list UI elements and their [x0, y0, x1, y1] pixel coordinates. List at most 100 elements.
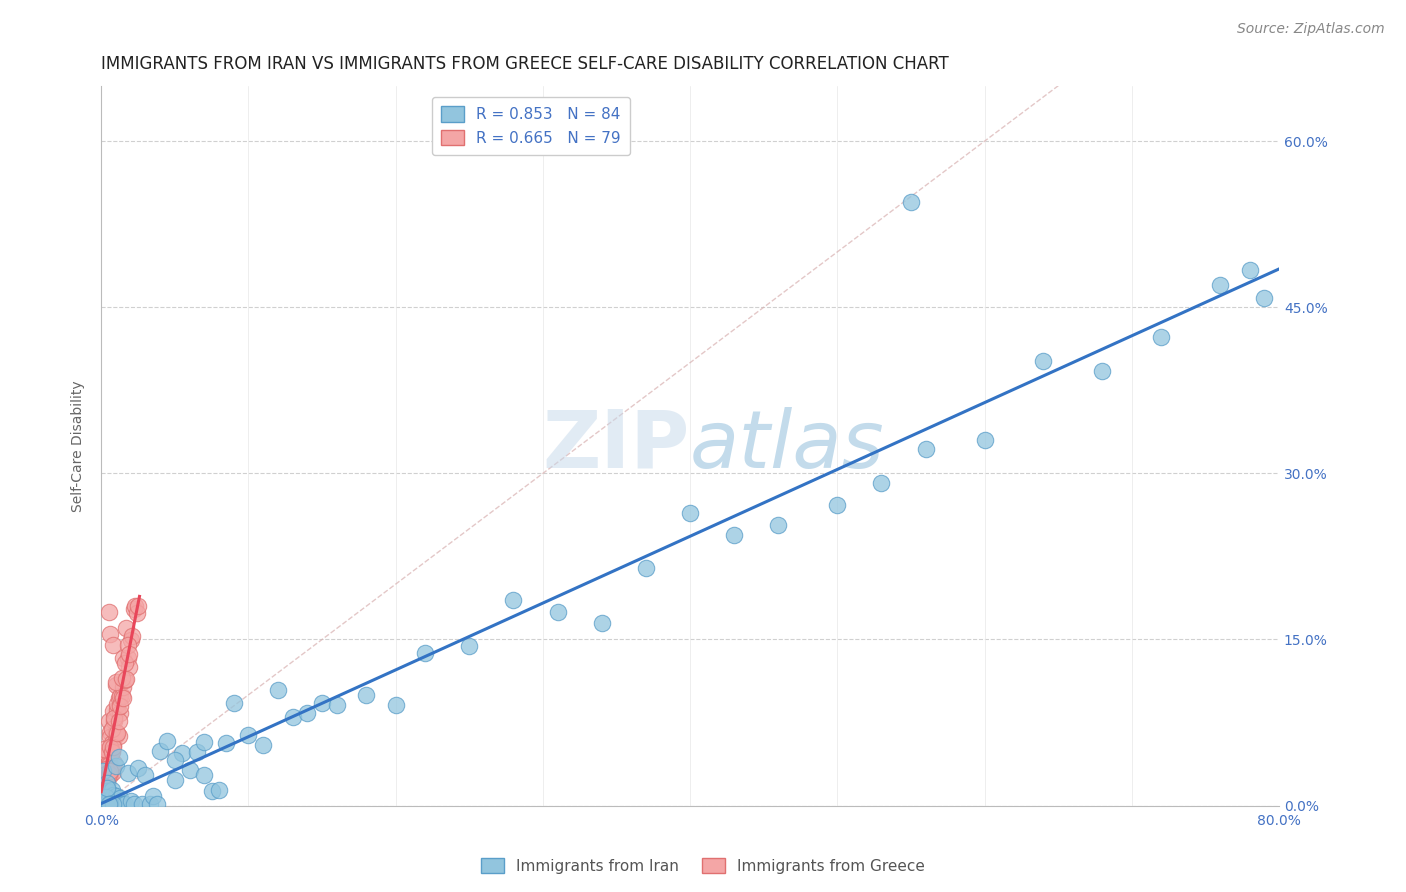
Point	[120, 794, 142, 808]
Point	[103, 711, 125, 725]
Point	[139, 797, 162, 812]
Point	[97, 605, 120, 619]
Point	[900, 195, 922, 210]
Y-axis label: Self-Care Disability: Self-Care Disability	[72, 380, 86, 511]
Point	[384, 698, 406, 712]
Point	[100, 745, 122, 759]
Point	[94, 790, 117, 805]
Point	[101, 797, 124, 812]
Point	[107, 703, 129, 717]
Point	[117, 638, 139, 652]
Point	[1239, 263, 1261, 277]
Point	[110, 706, 132, 720]
Point	[108, 691, 131, 706]
Point	[172, 746, 194, 760]
Point	[110, 689, 132, 703]
Point	[201, 784, 224, 798]
Point	[634, 561, 657, 575]
Point	[98, 797, 121, 812]
Point	[93, 772, 115, 786]
Point	[193, 735, 215, 749]
Point	[252, 738, 274, 752]
Point	[118, 647, 141, 661]
Point	[108, 714, 131, 729]
Point	[96, 775, 118, 789]
Point	[96, 759, 118, 773]
Point	[96, 747, 118, 761]
Point	[101, 638, 124, 652]
Point	[94, 744, 117, 758]
Point	[238, 729, 260, 743]
Point	[101, 738, 124, 752]
Point	[97, 785, 120, 799]
Point	[94, 797, 117, 811]
Point	[94, 766, 117, 780]
Legend: Immigrants from Iran, Immigrants from Greece: Immigrants from Iran, Immigrants from Gr…	[475, 852, 931, 880]
Point	[208, 782, 231, 797]
Point	[107, 797, 129, 812]
Point	[502, 593, 524, 607]
Point	[96, 770, 118, 784]
Legend: R = 0.853   N = 84, R = 0.665   N = 79: R = 0.853 N = 84, R = 0.665 N = 79	[432, 97, 630, 155]
Point	[1091, 364, 1114, 378]
Point	[100, 783, 122, 797]
Point	[112, 681, 135, 695]
Point	[870, 476, 893, 491]
Point	[98, 627, 121, 641]
Point	[104, 759, 127, 773]
Point	[121, 629, 143, 643]
Point	[97, 796, 120, 810]
Point	[104, 674, 127, 689]
Point	[103, 714, 125, 728]
Point	[96, 776, 118, 790]
Point	[115, 672, 138, 686]
Text: IMMIGRANTS FROM IRAN VS IMMIGRANTS FROM GREECE SELF-CARE DISABILITY CORRELATION : IMMIGRANTS FROM IRAN VS IMMIGRANTS FROM …	[101, 55, 949, 73]
Point	[186, 745, 208, 759]
Point	[94, 756, 117, 771]
Point	[96, 784, 118, 798]
Point	[100, 722, 122, 736]
Point	[131, 797, 153, 812]
Point	[142, 789, 165, 804]
Point	[117, 650, 139, 665]
Point	[110, 699, 132, 714]
Point	[222, 696, 245, 710]
Point	[118, 660, 141, 674]
Point	[768, 518, 790, 533]
Point	[98, 768, 121, 782]
Point	[97, 766, 120, 780]
Point	[91, 797, 114, 812]
Point	[723, 527, 745, 541]
Point	[326, 698, 349, 712]
Point	[163, 772, 186, 787]
Point	[97, 714, 120, 729]
Point	[108, 729, 131, 743]
Point	[103, 756, 125, 770]
Point	[93, 797, 115, 812]
Point	[91, 764, 114, 778]
Point	[101, 791, 124, 805]
Point	[413, 646, 436, 660]
Point	[100, 743, 122, 757]
Point	[97, 797, 120, 812]
Point	[193, 768, 215, 782]
Point	[104, 678, 127, 692]
Point	[591, 616, 613, 631]
Point	[98, 797, 121, 812]
Point	[111, 672, 134, 686]
Point	[97, 797, 120, 812]
Point	[122, 601, 145, 615]
Point	[1253, 291, 1275, 305]
Point	[91, 797, 114, 812]
Point	[96, 776, 118, 790]
Point	[914, 442, 936, 456]
Point	[91, 764, 114, 779]
Point	[94, 763, 117, 777]
Point	[281, 709, 304, 723]
Point	[94, 797, 117, 812]
Point	[97, 757, 120, 772]
Point	[93, 783, 115, 797]
Point	[112, 691, 135, 706]
Point	[114, 797, 136, 812]
Point	[93, 755, 115, 769]
